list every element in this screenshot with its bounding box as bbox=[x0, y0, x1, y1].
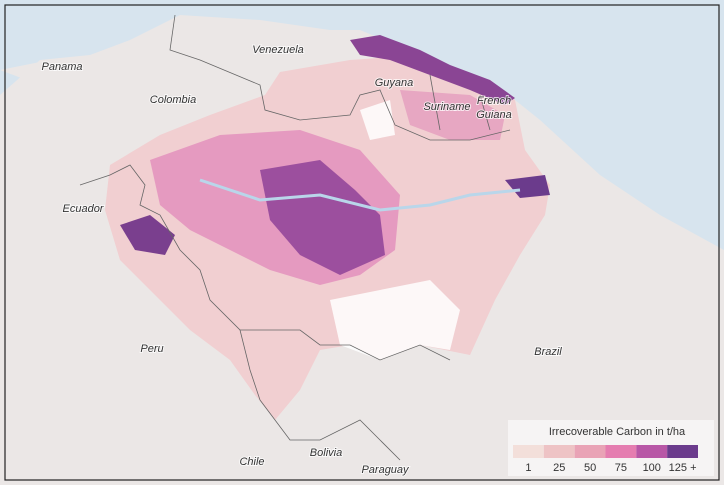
legend-label: 100 bbox=[643, 462, 661, 474]
amazon-river bbox=[199, 178, 521, 212]
carbon-very-high bbox=[505, 175, 550, 198]
carbon-high bbox=[400, 90, 505, 140]
country-label: Guyana bbox=[375, 77, 414, 89]
country-label: Colombia bbox=[150, 94, 196, 106]
carbon-very-high bbox=[120, 215, 175, 255]
country-label: Chile bbox=[239, 456, 264, 468]
country-label: Guiana bbox=[476, 109, 511, 121]
country-label: Brazil bbox=[534, 346, 562, 358]
legend-label: 1 bbox=[525, 462, 531, 474]
low-carbon bbox=[330, 280, 460, 360]
legend-label: 75 bbox=[615, 462, 627, 474]
legend-label: 50 bbox=[584, 462, 596, 474]
legend-swatch bbox=[543, 445, 575, 458]
country-label: French bbox=[477, 95, 511, 107]
country-label: Suriname bbox=[423, 101, 470, 113]
frame bbox=[4, 4, 720, 481]
legend-swatch bbox=[667, 445, 698, 458]
low-carbon bbox=[360, 100, 395, 140]
country-label: Panama bbox=[42, 61, 83, 73]
legend-swatch bbox=[574, 445, 606, 458]
country-label: Peru bbox=[140, 343, 163, 355]
carbon-very-high bbox=[350, 35, 515, 105]
country-label: Paraguay bbox=[361, 464, 410, 476]
legend-swatch bbox=[636, 445, 668, 458]
country-label: Ecuador bbox=[63, 203, 105, 215]
country-labels: Panama Venezuela Colombia Guyana Suriname Fre… bbox=[41, 43, 564, 477]
legend-label: 125 + bbox=[669, 462, 697, 474]
legend-swatch bbox=[513, 445, 544, 458]
carbon-very-high bbox=[260, 160, 385, 275]
country-label: Bolivia bbox=[310, 447, 342, 459]
country-label: Venezuela bbox=[252, 44, 304, 56]
legend-swatch bbox=[605, 445, 637, 458]
land bbox=[0, 58, 100, 90]
legend: 1 25 50 75 100 125 + bbox=[513, 445, 698, 474]
legend-title: Irrecoverable Carbon in t/ha bbox=[549, 426, 686, 438]
borders bbox=[79, 14, 511, 461]
legend-label: 25 bbox=[553, 462, 565, 474]
